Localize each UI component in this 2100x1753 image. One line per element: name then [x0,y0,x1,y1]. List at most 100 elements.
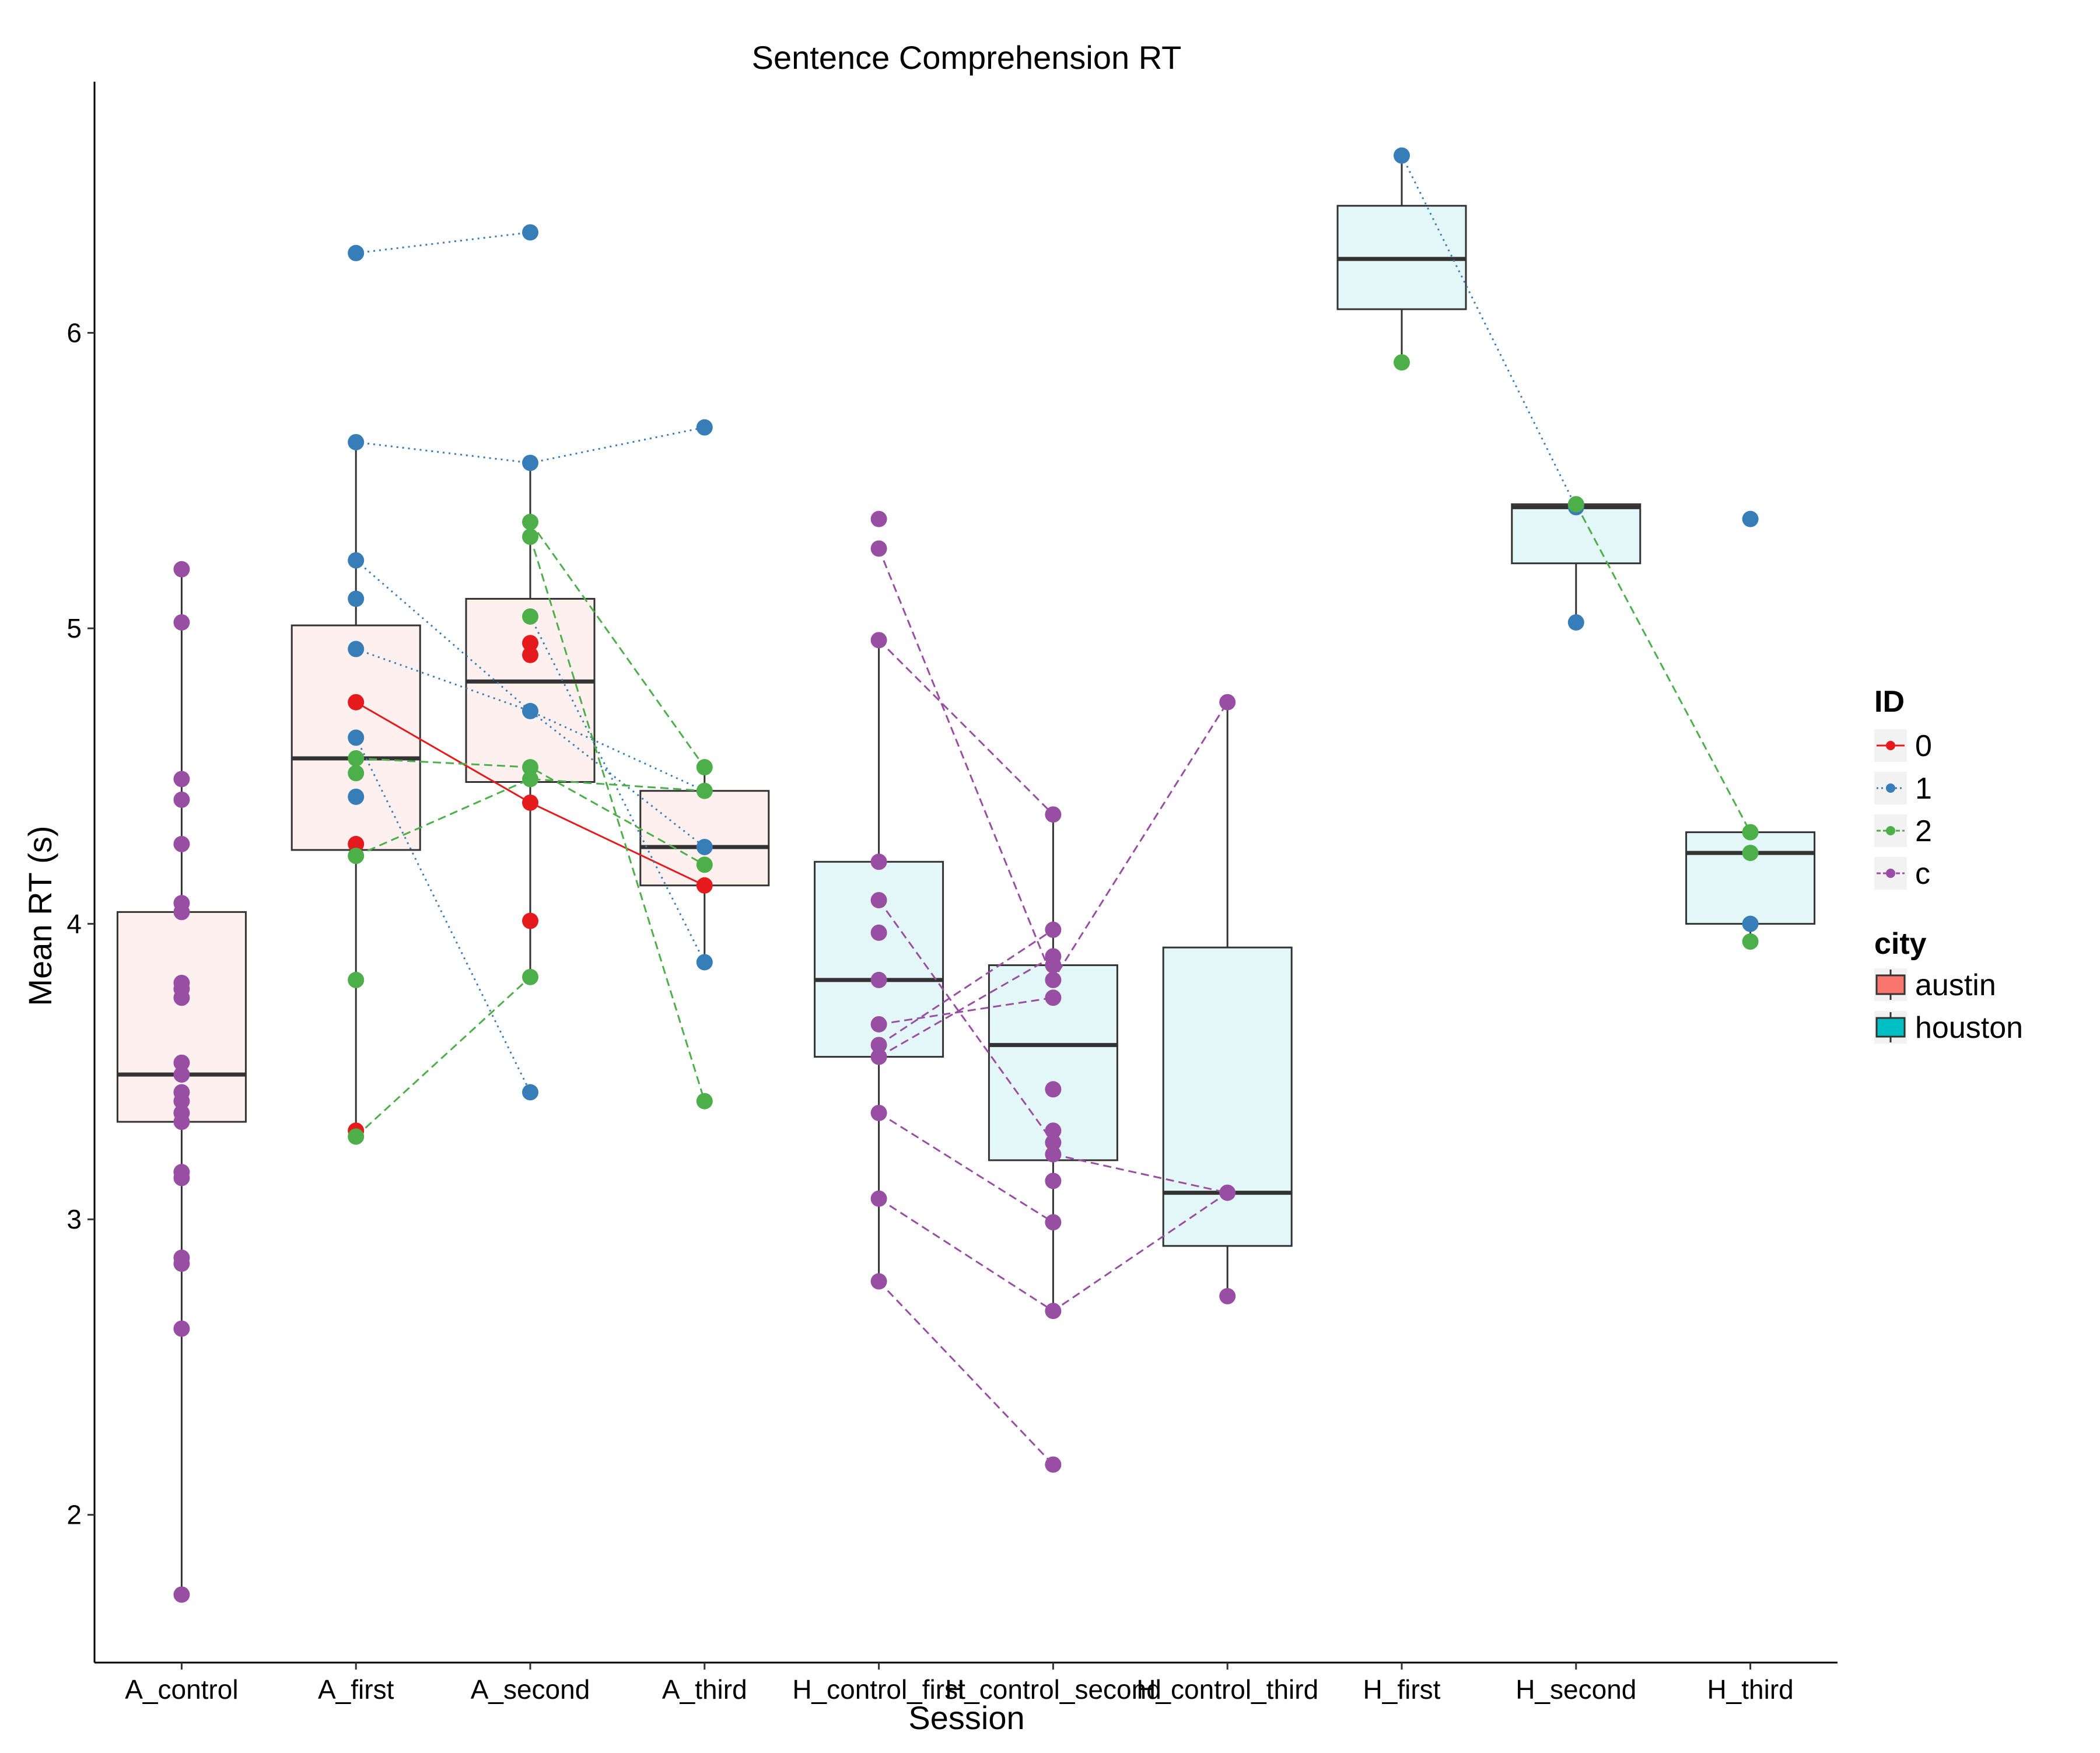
x-tick-label: H_first [1363,1674,1441,1705]
data-point [696,419,713,436]
data-point [1045,806,1062,823]
data-point [870,1037,887,1054]
legend-city-key-box [1875,974,1906,995]
data-point [522,608,538,625]
series-line [878,1280,1054,1465]
data-point [348,971,365,988]
box-body [1162,946,1293,1247]
data-point [348,788,365,805]
data-point [1045,1173,1062,1189]
legend-city-title: city [1874,927,1927,961]
legend-id-label: 2 [1915,814,1932,848]
data-point [870,924,887,941]
data-point [173,1320,190,1337]
data-point [696,856,713,873]
data-point [522,513,538,530]
y-axis-title: Mean RT (s) [22,825,58,1006]
data-point [696,954,713,971]
box-body [465,597,596,783]
data-point [870,1016,887,1033]
data-point [870,1048,887,1065]
y-tick-label: 5 [66,613,82,643]
data-point [348,835,365,852]
legend-city-label: houston [1915,1011,2023,1045]
data-point [348,765,365,782]
series-line [878,929,1054,1046]
data-point [696,877,713,894]
data-point [1567,614,1584,631]
series-line [355,976,531,1138]
x-axis-title: Session [908,1699,1024,1736]
legend-id-title: ID [1874,685,1905,719]
series-line [356,231,531,254]
data-point [348,1128,365,1145]
legend: ID city 0 1 2 c austin houston [1874,685,2023,1045]
x-tick-label: H_control_second [945,1674,1161,1705]
y-tick-label: 4 [66,909,82,939]
data-point [1045,1122,1062,1139]
data-point [696,1093,713,1110]
data-point [1045,957,1062,974]
x-tick-label: H_control_third [1136,1674,1318,1705]
data-point [870,510,887,527]
data-point [522,1084,538,1101]
series-line [878,900,1054,1143]
data-point [173,1054,190,1071]
chart-title: Sentence Comprehension RT [752,39,1182,76]
series-line [1053,1153,1228,1194]
data-point [522,759,538,776]
series-line [878,956,1054,1058]
series-line [878,996,1054,1026]
data-point [173,1114,190,1131]
data-point [348,433,365,450]
data-point [522,794,538,811]
y-tick-label: 6 [66,318,82,348]
data-point [348,694,365,711]
data-point [522,912,538,929]
data-point [173,561,190,578]
data-point [348,552,365,569]
series-line [878,1112,1054,1223]
x-tick-label: H_control_first [792,1674,965,1705]
data-point [522,646,538,663]
series-line [355,559,705,792]
legend-city-label: austin [1915,968,1996,1002]
data-point [173,989,190,1006]
data-point [1045,1146,1062,1163]
data-point [1567,496,1584,513]
data-point [870,892,887,909]
data-point [348,244,365,261]
legend-city-key-box [1875,1017,1906,1038]
y-tick-label: 3 [66,1204,82,1234]
data-point [1045,1081,1062,1098]
data-point [1219,1287,1236,1304]
x-tick-label: A_first [318,1674,394,1705]
data-point [348,641,365,657]
x-tick-label: A_control [125,1674,238,1705]
data-point [1394,354,1410,371]
data-point [173,771,190,788]
data-point [1045,1303,1062,1320]
data-point [173,791,190,808]
data-point [1045,921,1062,938]
data-point [1045,1456,1062,1473]
data-point [1742,510,1759,527]
data-point [173,1170,190,1187]
plot-area: 2 3 4 5 6 A_control A_first A_second A_third H_co… [66,82,1838,1705]
data-point [1742,824,1759,841]
data-point [1219,1184,1236,1201]
series-line [355,737,531,1093]
data-point [522,771,538,788]
data-point [1045,989,1062,1006]
series-line [878,639,1054,816]
data-point [1742,933,1759,950]
data-point [1045,971,1062,988]
data-point [522,529,538,545]
legend-id-key-point [1886,826,1895,835]
data-point [1045,1134,1062,1151]
data-point [173,1255,190,1272]
x-tick-label: A_second [471,1674,590,1705]
y-tick-label: 2 [66,1500,82,1530]
